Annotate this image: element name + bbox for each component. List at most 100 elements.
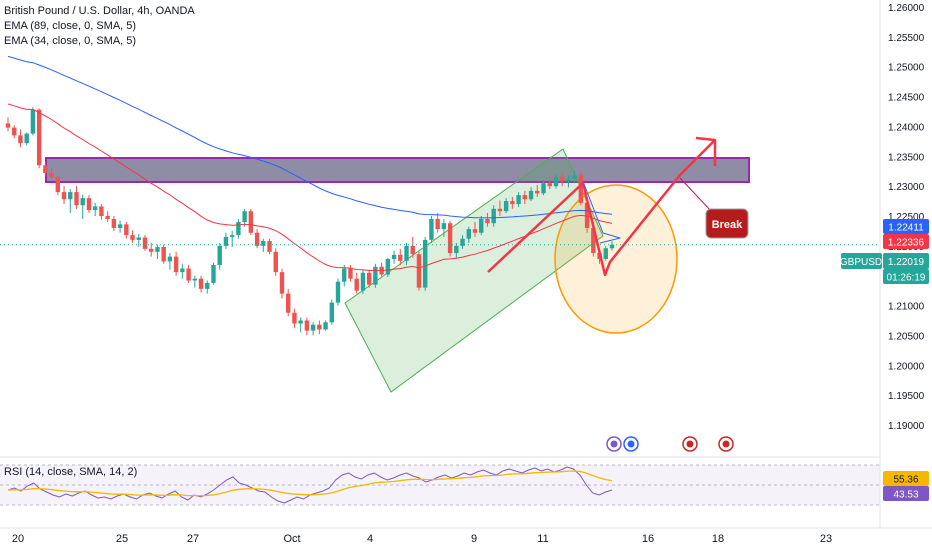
candle-body (578, 175, 584, 203)
rsi-value-label-box (883, 471, 929, 486)
candle-body (198, 278, 204, 289)
candle-body (205, 282, 210, 289)
candle-body (385, 258, 391, 275)
candle-body (223, 236, 229, 246)
x-tick-label: 23 (820, 533, 832, 545)
candle-body (454, 245, 459, 254)
event-flag-icon-dot (627, 440, 635, 448)
ema89-price-label: 1.22411 (888, 223, 924, 234)
candle-body (155, 247, 160, 252)
candle-body (391, 254, 397, 259)
candle-body (516, 195, 521, 205)
event-flag-icon-dot (686, 440, 694, 448)
x-tick-label: 25 (116, 533, 128, 545)
ascending-channel (344, 148, 604, 393)
candle-body (304, 320, 310, 331)
candle-body (447, 223, 453, 254)
candle-body (491, 208, 496, 224)
candle-body (553, 177, 559, 187)
x-tick-label: 20 (12, 533, 24, 545)
drawing-back (45, 148, 750, 393)
rsi-value-label: 55.36 (893, 475, 918, 486)
candle-body (92, 206, 98, 211)
countdown-label: 01:26:19 (887, 273, 926, 284)
y-tick-label: 1.25000 (888, 63, 925, 74)
candle-body (186, 268, 191, 281)
candle-body (55, 177, 61, 193)
candle-body (360, 272, 366, 291)
y-tick-label: 1.24000 (888, 122, 925, 133)
candle-body (354, 278, 359, 291)
candle-body (18, 135, 23, 144)
candle-body (422, 239, 428, 288)
legend-title[interactable]: British Pound / U.S. Dollar, 4h, OANDA (4, 5, 195, 17)
candle-body (248, 211, 254, 233)
candle-body (591, 227, 596, 254)
candle-body (236, 221, 241, 236)
candle-body (559, 177, 565, 182)
candle-body (286, 293, 291, 313)
candle-body (43, 165, 48, 174)
candle-body (466, 229, 471, 239)
projection-arrowhead (695, 136, 717, 166)
ema34-price-label-box (883, 234, 929, 249)
candle-body (173, 256, 179, 273)
x-tick-label: 9 (471, 533, 477, 545)
candle-body (192, 278, 198, 281)
y-tick-label: 1.20500 (888, 331, 925, 342)
candle-body (404, 245, 409, 261)
legend: British Pound / U.S. Dollar, 4h, OANDA E… (4, 4, 195, 49)
legend-ema89[interactable]: EMA (89, close, 0, SMA, 5) (4, 20, 137, 32)
ema-lines (7, 55, 613, 272)
candle-body (497, 208, 503, 212)
candle-body (342, 268, 347, 282)
candle-body (49, 173, 54, 178)
y-tick-label: 1.26000 (888, 3, 925, 14)
candle-body (323, 322, 328, 330)
ema34-price-label: 1.22336 (888, 238, 925, 249)
break-label: Break (712, 219, 743, 231)
candle-body (609, 244, 615, 249)
candle-body (510, 201, 515, 205)
candle-body (603, 248, 608, 259)
candle-body (36, 109, 42, 166)
candle-body (117, 224, 123, 228)
candle-body (12, 127, 17, 136)
candle-body (30, 109, 36, 134)
candle-body (472, 229, 478, 233)
candle-body (528, 190, 534, 200)
candle-body (254, 232, 260, 246)
resistance-zone (45, 157, 750, 183)
candle-body (279, 272, 285, 294)
x-tick-label: 11 (537, 533, 548, 545)
rsi-ma-value-label: 43.53 (893, 490, 918, 501)
candle-body (398, 254, 403, 261)
x-tick-label: 27 (187, 533, 199, 545)
countdown-label-box (883, 269, 929, 284)
symbol-tag: GBPUSD (840, 257, 882, 268)
candle-body (566, 178, 571, 182)
candle-body (329, 302, 334, 323)
candle-body (5, 123, 11, 128)
candle-body (142, 237, 148, 249)
candle-body (460, 238, 465, 246)
candle-body (348, 268, 353, 279)
candle-body (229, 235, 235, 237)
candle-body (267, 241, 272, 252)
candle-body (180, 268, 185, 273)
legend-ema34[interactable]: EMA (34, close, 0, SMA, 5) (4, 35, 137, 47)
ema89-price-label-box (883, 219, 929, 234)
candle-body (292, 312, 297, 324)
candle-body (416, 254, 422, 288)
rsi-legend[interactable]: RSI (14, close, SMA, 14, 2) (4, 466, 138, 478)
break-callout-pointer (679, 177, 713, 213)
candle-body (429, 218, 434, 240)
candle-body (273, 251, 278, 273)
candle-body (335, 281, 341, 303)
candle-body (485, 218, 490, 224)
y-tick-label: 1.23500 (888, 152, 925, 163)
candle-body (149, 248, 154, 252)
candle-body (522, 195, 528, 200)
